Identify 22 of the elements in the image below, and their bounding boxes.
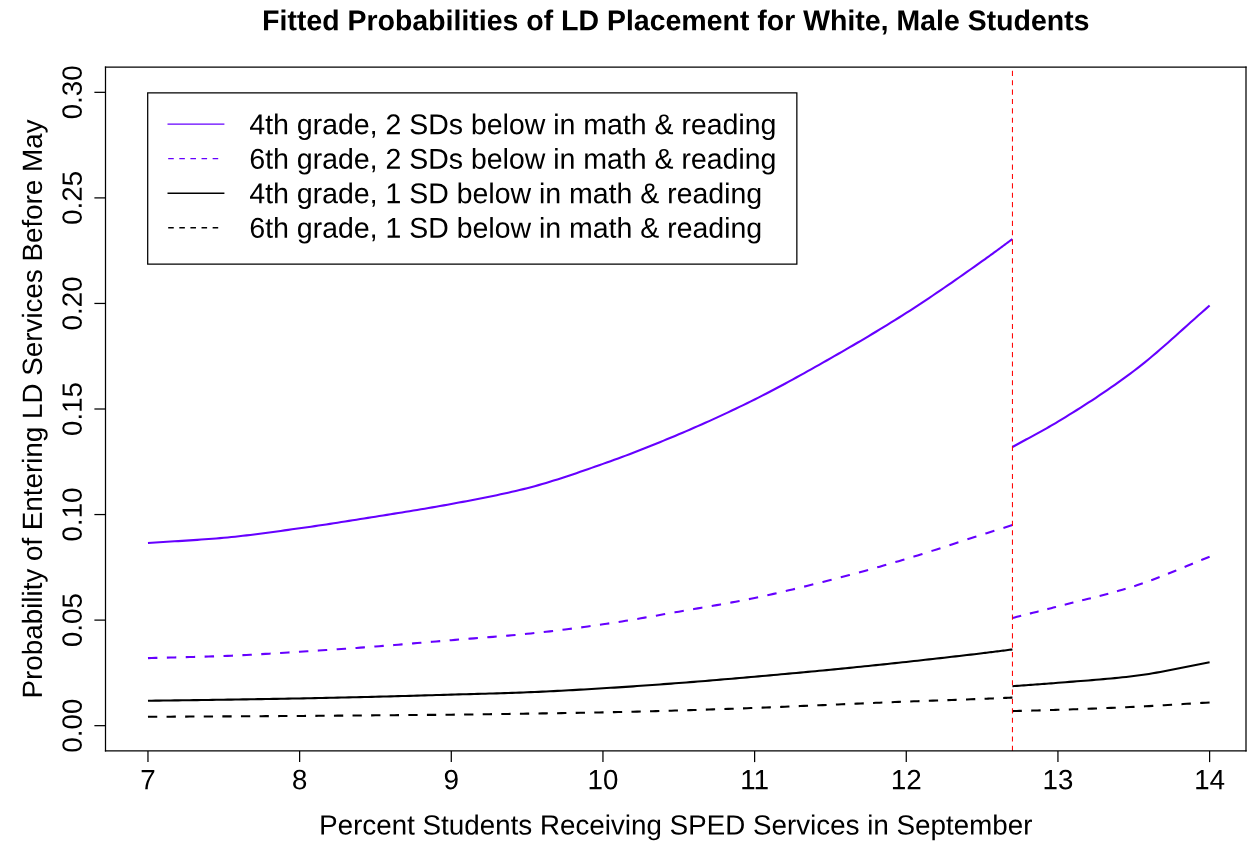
- x-tick-label: 14: [1196, 770, 1225, 790]
- legend-label: 4th grade, 1 SD below in math & reading: [250, 182, 761, 210]
- y-tick-label: 0.20: [62, 277, 82, 330]
- legend-label: 6th grade, 1 SD below in math & reading: [250, 217, 761, 244]
- chart-title: Fitted Probabilities of LD Placement for White, Male Students: [264, 9, 1089, 35]
- y-tick-label: 0.00: [62, 699, 82, 752]
- x-tick-label: 11: [742, 770, 768, 790]
- x-axis-title: Percent Students Receiving SPED Services in September: [321, 814, 1032, 841]
- legend-label: 4th grade, 2 SDs below in math & reading: [250, 113, 775, 141]
- y-tick-label: 0.05: [62, 594, 82, 647]
- y-axis-title: Probability of Entering LD Services Before May: [21, 119, 48, 697]
- y-tick-label: 0.30: [62, 66, 82, 119]
- legend-label: 6th grade, 2 SDs below in math & reading: [250, 148, 775, 175]
- x-tick-label: 7: [141, 770, 155, 790]
- y-tick-label: 0.25: [62, 172, 82, 224]
- x-tick-label: 13: [1044, 769, 1073, 790]
- x-tick-label: 10: [589, 769, 618, 790]
- y-tick-label: 0.10: [62, 488, 82, 541]
- y-tick-label: 0.15: [62, 383, 82, 435]
- x-tick-label: 8: [293, 769, 307, 790]
- x-tick-label: 9: [444, 769, 458, 790]
- x-tick-label: 12: [892, 769, 921, 790]
